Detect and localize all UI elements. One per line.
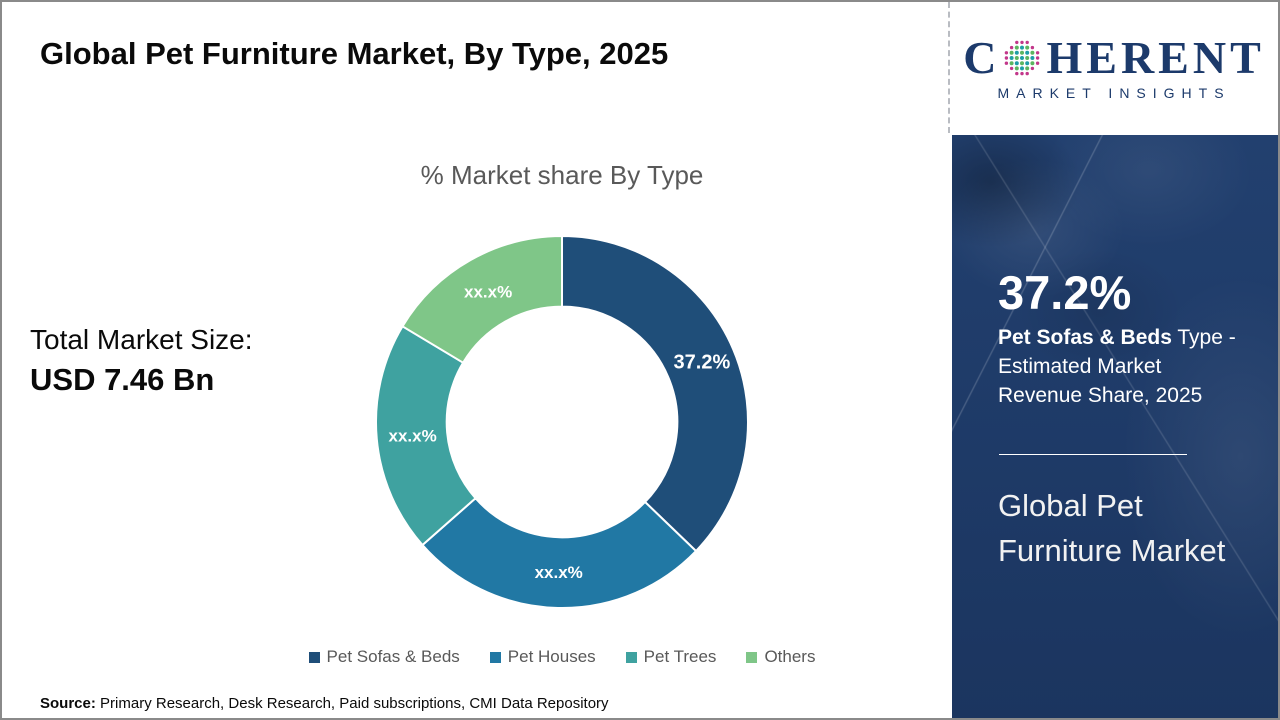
logo-letter-c: C xyxy=(963,31,1001,83)
globe-dot xyxy=(1015,71,1019,75)
globe-dot xyxy=(1015,40,1019,44)
globe-dot xyxy=(1010,45,1014,49)
globe-dot xyxy=(1020,50,1025,55)
globe-dot xyxy=(1020,40,1025,44)
donut-chart-svg: 37.2% xx.x% xx.x% xx.x% xyxy=(375,235,749,609)
source-text: Primary Research, Desk Research, Paid su… xyxy=(95,695,609,712)
slice-label: xx.x% xyxy=(535,563,583,582)
globe-dot xyxy=(1025,60,1030,65)
legend-label: Pet Sofas & Beds xyxy=(326,647,460,666)
slice-label: xx.x% xyxy=(389,427,437,446)
globe-dot xyxy=(1025,45,1030,50)
total-market-size-value: USD 7.46 Bn xyxy=(30,362,215,397)
slice-label: xx.x% xyxy=(464,282,512,301)
globe-dot xyxy=(1025,65,1030,70)
globe-dot xyxy=(1025,55,1030,60)
globe-dot xyxy=(1010,60,1015,65)
globe-dot xyxy=(1010,50,1015,55)
globe-dot xyxy=(1036,55,1040,60)
globe-dot xyxy=(1005,61,1009,65)
globe-dot xyxy=(1015,65,1020,70)
company-logo: C HERENT MARKET INSIGHTS xyxy=(948,2,1278,133)
legend-marker xyxy=(625,651,637,663)
legend-item-others: Others xyxy=(746,647,815,667)
globe-dots-icon xyxy=(1005,40,1040,75)
total-market-size: Total Market Size: USD 7.46 Bn xyxy=(30,324,253,398)
donut-slice-pet-houses xyxy=(421,497,697,609)
globe-dot xyxy=(1020,60,1025,65)
stat-value: 37.2% xyxy=(998,266,1132,319)
legend-item-pet-houses: Pet Houses xyxy=(489,647,596,667)
globe-dot xyxy=(1025,50,1030,55)
source-label: Source: xyxy=(40,695,96,712)
donut-slice-others xyxy=(401,235,563,364)
globe-dot xyxy=(1010,66,1014,70)
globe-dot xyxy=(1025,71,1030,75)
globe-dot xyxy=(1015,50,1020,55)
logo-word-rest: HERENT xyxy=(1046,31,1265,83)
globe-dot xyxy=(1030,50,1035,55)
donut-chart: 37.2% xx.x% xx.x% xx.x% xyxy=(262,187,862,657)
globe-dot xyxy=(1030,55,1035,60)
page-title: Global Pet Furniture Market, By Type, 20… xyxy=(40,36,669,71)
globe-dot xyxy=(1031,45,1035,49)
logo-wordmark: C HERENT xyxy=(963,31,1265,83)
stat-description: Pet Sofas & Beds Type - Estimated Market… xyxy=(998,323,1238,410)
market-name: Global Pet Furniture Market xyxy=(998,488,1226,568)
legend-marker xyxy=(308,651,320,663)
globe-dot xyxy=(1015,55,1020,60)
globe-dot xyxy=(1015,45,1020,50)
globe-dot xyxy=(1020,45,1025,50)
globe-dot xyxy=(1036,61,1040,65)
globe-dot xyxy=(1031,66,1035,70)
slice-label: 37.2% xyxy=(674,352,731,374)
donut-slice-pet-sofas-beds xyxy=(561,235,749,553)
chart-title: % Market share By Type xyxy=(420,160,704,190)
legend-marker xyxy=(746,651,758,663)
globe-dot xyxy=(1020,55,1025,60)
legend-label: Pet Trees xyxy=(643,647,717,666)
highlight-sidebar: 37.2% Pet Sofas & Beds Type - Estimated … xyxy=(952,135,1278,718)
sidebar-divider xyxy=(999,454,1187,455)
globe-dot xyxy=(1015,60,1020,65)
globe-dot xyxy=(1030,60,1035,65)
legend-marker xyxy=(489,651,501,663)
globe-dot xyxy=(1010,55,1015,60)
globe-dot xyxy=(1020,65,1025,70)
globe-dot xyxy=(1025,40,1030,44)
globe-dot xyxy=(1036,50,1040,54)
stat-description-rest: Type - Estimated Market Revenue Share, 2… xyxy=(998,326,1236,407)
total-market-size-label: Total Market Size: xyxy=(30,324,253,355)
legend-label: Pet Houses xyxy=(507,647,596,666)
legend-label: Others xyxy=(764,647,816,666)
chart-legend: Pet Sofas & Beds Pet Houses Pet Trees Other… xyxy=(212,647,912,667)
globe-dot xyxy=(1020,71,1025,75)
source-note: Source: Primary Research, Desk Research,… xyxy=(40,695,609,712)
globe-dot xyxy=(1005,50,1009,54)
legend-item-pet-trees: Pet Trees xyxy=(625,647,717,667)
globe-dot xyxy=(1005,55,1009,60)
legend-item-pet-sofas-beds: Pet Sofas & Beds xyxy=(308,647,460,667)
stat-description-bold: Pet Sofas & Beds xyxy=(998,326,1172,349)
logo-subtitle: MARKET INSIGHTS xyxy=(997,84,1231,101)
